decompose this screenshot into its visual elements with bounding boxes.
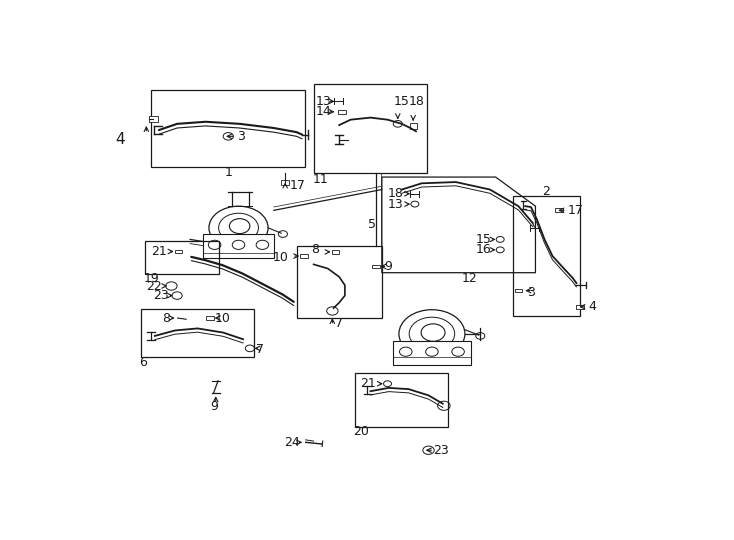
Text: 7: 7 xyxy=(335,318,344,330)
Bar xyxy=(145,241,219,274)
Bar xyxy=(393,341,470,365)
Bar xyxy=(203,234,275,258)
Bar xyxy=(332,250,339,254)
Text: 2: 2 xyxy=(542,185,550,198)
Text: 16: 16 xyxy=(476,244,492,256)
Text: 14: 14 xyxy=(316,105,331,118)
Text: 4: 4 xyxy=(589,300,596,313)
Text: 9: 9 xyxy=(210,400,218,413)
Bar xyxy=(513,196,580,316)
Text: 3: 3 xyxy=(237,130,244,143)
Text: 9: 9 xyxy=(385,260,393,273)
Bar xyxy=(151,90,305,167)
Text: 8: 8 xyxy=(310,244,319,256)
Text: 11: 11 xyxy=(313,173,328,186)
Bar xyxy=(313,84,427,173)
Text: 1: 1 xyxy=(225,166,232,179)
Bar xyxy=(141,309,255,357)
Bar xyxy=(297,246,382,319)
Text: 18: 18 xyxy=(388,187,404,200)
Bar xyxy=(148,116,158,122)
Text: 17: 17 xyxy=(567,204,584,217)
Text: 19: 19 xyxy=(144,273,160,286)
Bar xyxy=(372,265,380,268)
Text: 6: 6 xyxy=(139,356,147,369)
Text: 12: 12 xyxy=(462,272,478,285)
Bar xyxy=(300,254,308,258)
Text: 10: 10 xyxy=(214,312,230,325)
Bar xyxy=(355,373,448,427)
Text: 20: 20 xyxy=(354,426,369,438)
Text: 15: 15 xyxy=(393,95,409,108)
Bar xyxy=(410,124,417,129)
Text: 13: 13 xyxy=(316,95,331,108)
Bar xyxy=(175,249,182,253)
Bar xyxy=(576,305,584,309)
Text: 23: 23 xyxy=(433,444,448,457)
Text: 15: 15 xyxy=(476,233,492,246)
Text: 18: 18 xyxy=(409,95,425,108)
Text: 4: 4 xyxy=(115,132,125,147)
Text: 7: 7 xyxy=(256,343,264,356)
Text: 21: 21 xyxy=(360,377,376,390)
Bar xyxy=(206,316,214,320)
Text: 13: 13 xyxy=(388,198,403,211)
Bar xyxy=(281,180,289,185)
Text: 5: 5 xyxy=(368,218,376,231)
Text: 3: 3 xyxy=(527,286,535,299)
Text: 22: 22 xyxy=(146,280,161,293)
Text: 8: 8 xyxy=(162,312,170,325)
Text: 23: 23 xyxy=(153,289,169,302)
Text: 21: 21 xyxy=(151,245,167,258)
Bar xyxy=(515,289,522,293)
Text: 17: 17 xyxy=(290,179,305,192)
Bar xyxy=(338,110,346,113)
Text: 10: 10 xyxy=(272,251,288,264)
Text: 24: 24 xyxy=(284,436,299,449)
Bar xyxy=(556,208,563,212)
